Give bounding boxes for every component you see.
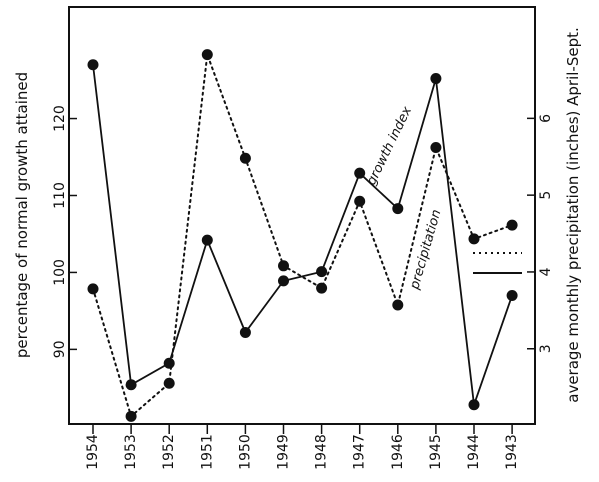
- data-point-growth-index: [87, 59, 99, 71]
- right-tick-label: 6: [538, 114, 554, 123]
- data-point-growth-index: [430, 73, 442, 85]
- y-axis-left-title: percentage of normal growth attained: [13, 72, 31, 358]
- right-tick-label: 5: [538, 191, 554, 200]
- data-point-growth-index: [163, 357, 175, 369]
- data-point-precipitation: [354, 195, 366, 207]
- x-tick-label: 1946: [390, 434, 406, 470]
- left-tick-label: 100: [52, 259, 68, 286]
- right-axis: 3 4 5 6: [527, 114, 554, 353]
- x-tick-label: 1954: [85, 434, 101, 470]
- data-point-growth-index: [354, 167, 366, 179]
- data-point-precipitation: [468, 233, 480, 245]
- plot-frame: [68, 6, 536, 425]
- data-point-precipitation: [87, 283, 99, 295]
- data-point-growth-index: [239, 326, 251, 338]
- data-point-precipitation: [316, 282, 328, 294]
- x-tick-label: 1952: [161, 434, 177, 470]
- data-point-growth-index: [278, 275, 289, 287]
- y-axis-right-title: average monthly precipitation (inches) A…: [564, 27, 582, 403]
- data-point-growth-index: [392, 203, 404, 215]
- left-tick-label: 90: [52, 340, 68, 358]
- series-points: [87, 49, 518, 422]
- left-tick-label: 120: [52, 105, 68, 132]
- left-axis: 90 100 110 120: [52, 105, 77, 358]
- x-axis: 1954 1953 1952 1951 1950 1949 1948 1947 1946 1945…: [85, 424, 520, 470]
- data-point-growth-index: [125, 379, 137, 391]
- data-point-precipitation: [163, 377, 175, 389]
- x-tick-label: 1950: [237, 434, 253, 470]
- x-tick-label: 1951: [199, 434, 215, 470]
- x-tick-label: 1948: [314, 434, 330, 470]
- x-tick-label: 1949: [276, 434, 292, 470]
- data-point-precipitation: [239, 152, 251, 164]
- data-point-growth-index: [506, 290, 518, 302]
- data-point-precipitation: [430, 142, 442, 154]
- x-tick-label: 1953: [123, 434, 139, 470]
- left-tick-label: 110: [52, 182, 68, 209]
- x-tick-label: 1944: [466, 434, 482, 470]
- series-line-growth-index: [92, 64, 513, 406]
- data-point-precipitation: [392, 299, 404, 311]
- data-point-growth-index: [316, 266, 328, 278]
- x-tick-label: 1943: [504, 434, 520, 470]
- data-point-precipitation: [278, 260, 289, 272]
- x-tick-label: 1947: [352, 434, 368, 470]
- series-line-precipitation: [92, 54, 514, 419]
- data-point-precipitation: [201, 49, 213, 61]
- right-tick-label: 4: [538, 267, 554, 276]
- x-tick-label: 1945: [428, 434, 444, 470]
- data-point-precipitation: [506, 219, 518, 231]
- data-point-growth-index: [201, 234, 213, 246]
- precipitation-annotation: precipitation: [407, 208, 444, 292]
- series-lines: [92, 54, 514, 419]
- data-point-precipitation: [125, 410, 137, 422]
- right-tick-label: 3: [538, 344, 554, 353]
- data-point-growth-index: [468, 399, 480, 411]
